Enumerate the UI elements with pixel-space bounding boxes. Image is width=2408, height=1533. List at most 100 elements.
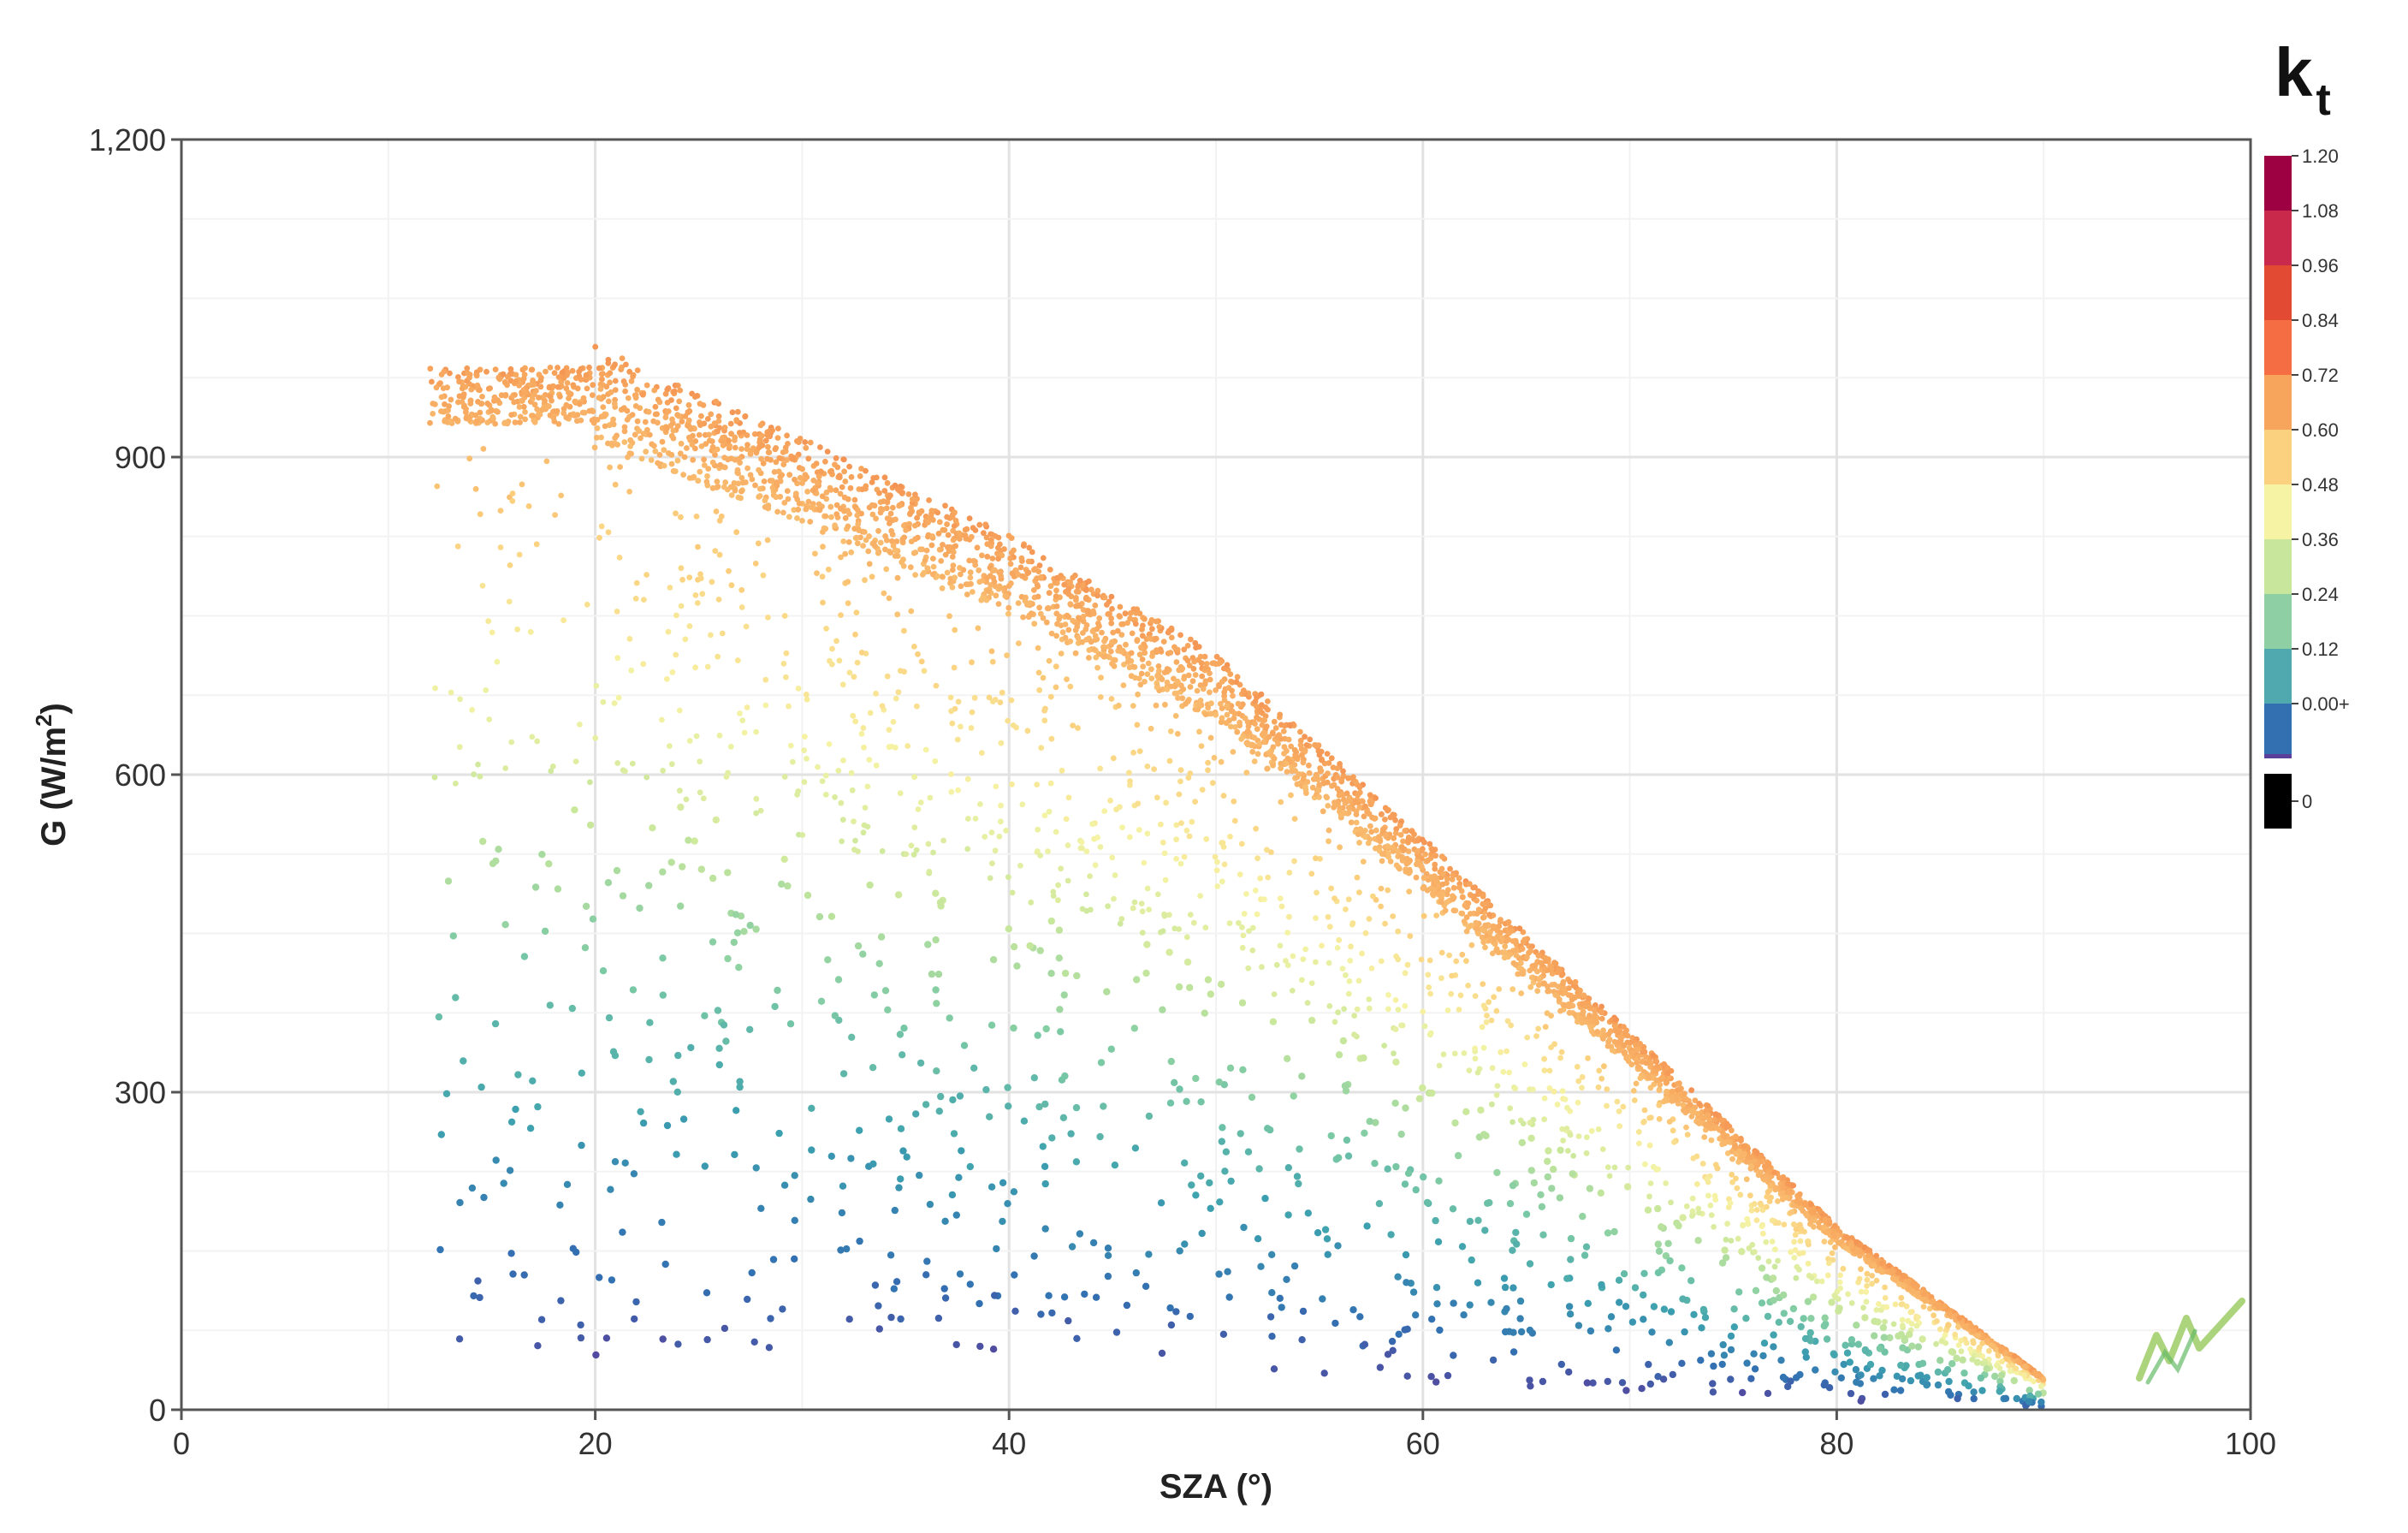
data-point — [1127, 834, 1133, 841]
data-point — [946, 1014, 953, 1022]
data-point — [1086, 655, 1092, 661]
data-point — [634, 367, 641, 373]
data-point — [1097, 694, 1104, 700]
data-point — [697, 422, 703, 428]
data-point — [1083, 594, 1089, 601]
data-point — [1146, 906, 1152, 912]
data-point — [889, 538, 895, 544]
data-point — [824, 956, 832, 964]
data-point — [804, 755, 810, 762]
data-point — [712, 548, 719, 554]
data-point — [599, 967, 608, 975]
data-point — [1068, 1243, 1076, 1251]
data-point — [1227, 1177, 1235, 1185]
data-point — [1262, 704, 1269, 710]
data-point — [1921, 1292, 1928, 1298]
data-point — [1518, 971, 1524, 977]
data-point — [1516, 1315, 1524, 1322]
data-point — [1438, 853, 1445, 860]
data-point — [1236, 919, 1242, 926]
data-point — [1617, 1037, 1624, 1043]
data-point — [1100, 1102, 1107, 1110]
data-point — [1450, 884, 1457, 891]
data-point — [969, 709, 976, 716]
data-point — [1388, 1337, 1397, 1346]
data-point — [1664, 1078, 1670, 1085]
data-point — [914, 703, 920, 710]
data-point — [1812, 1366, 1819, 1374]
data-point — [600, 698, 607, 705]
data-point — [1830, 1257, 1836, 1263]
data-point — [1518, 990, 1525, 996]
data-point — [1254, 855, 1260, 862]
data-point — [834, 976, 843, 983]
data-point — [1224, 662, 1231, 668]
data-point — [590, 382, 596, 389]
data-point — [1192, 672, 1199, 678]
data-point — [958, 583, 964, 590]
data-point — [1544, 1173, 1552, 1181]
data-point — [780, 449, 786, 455]
data-point — [1789, 1304, 1798, 1313]
data-point — [952, 543, 959, 550]
data-point — [1554, 1102, 1561, 1108]
data-point — [846, 669, 853, 676]
data-point — [502, 379, 508, 386]
data-point — [1373, 845, 1379, 852]
data-point — [614, 442, 620, 448]
data-point — [1366, 1117, 1373, 1126]
data-point — [1518, 1138, 1527, 1147]
data-point — [1186, 833, 1193, 840]
data-point — [736, 1083, 744, 1091]
data-point — [460, 391, 467, 397]
data-point — [677, 787, 683, 794]
data-point — [1586, 1185, 1594, 1192]
data-point — [678, 440, 685, 447]
data-point — [673, 405, 679, 412]
data-point — [1667, 1308, 1676, 1316]
data-point — [934, 509, 941, 516]
data-point — [1604, 1086, 1610, 1092]
data-point — [976, 521, 983, 528]
data-point — [1539, 1231, 1547, 1239]
data-point — [1229, 687, 1235, 694]
data-point — [577, 722, 583, 728]
data-point — [749, 476, 756, 483]
data-point — [1480, 1131, 1488, 1138]
data-point — [1544, 1010, 1551, 1017]
data-point — [1492, 924, 1498, 930]
data-point — [888, 527, 895, 534]
data-point — [2013, 1365, 2020, 1372]
data-point — [1360, 859, 1367, 865]
data-point — [799, 466, 805, 472]
data-point — [1432, 1378, 1440, 1386]
data-point — [1277, 895, 1284, 901]
data-point — [1426, 984, 1432, 990]
data-point — [533, 541, 540, 548]
data-point — [1217, 980, 1225, 989]
data-point — [1808, 1201, 1814, 1208]
data-point — [1435, 1177, 1443, 1185]
data-point — [1126, 664, 1133, 671]
data-point — [1139, 627, 1145, 633]
data-point — [636, 904, 644, 912]
data-point — [929, 533, 935, 539]
data-point — [1076, 577, 1083, 584]
data-point — [1326, 924, 1333, 930]
data-point — [1449, 1205, 1457, 1213]
data-point — [802, 734, 808, 740]
data-point — [1436, 1326, 1444, 1334]
data-point — [1151, 766, 1157, 772]
data-point — [1530, 1179, 1539, 1187]
data-point — [1654, 1269, 1663, 1277]
data-point — [1239, 924, 1245, 930]
data-point — [712, 452, 718, 458]
data-point — [1214, 883, 1221, 889]
data-point — [1181, 674, 1188, 680]
data-point — [1349, 775, 1355, 781]
data-point — [1284, 1164, 1293, 1172]
data-point — [1187, 912, 1194, 918]
data-point — [1397, 832, 1404, 838]
data-point — [1092, 602, 1099, 609]
data-point — [591, 444, 598, 451]
